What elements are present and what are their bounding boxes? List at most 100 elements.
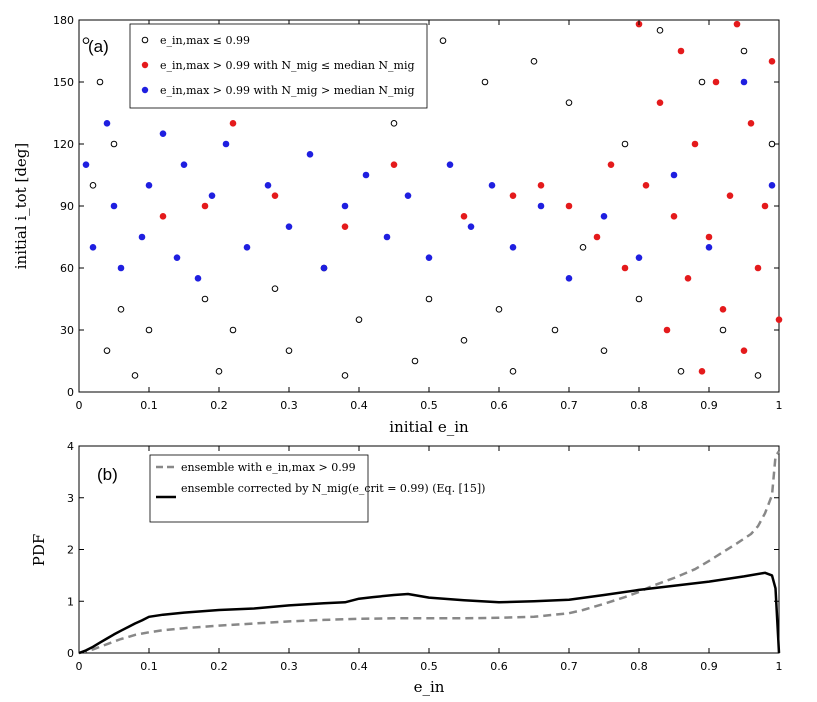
panel-b-ytick-label: 3 <box>67 492 74 505</box>
scatter-point <box>481 78 489 86</box>
scatter-point <box>110 202 118 210</box>
scatter-point <box>110 140 118 148</box>
panel-a-ytick-label: 150 <box>53 76 74 89</box>
legend-a-marker-blue <box>141 86 149 94</box>
panel-a-legend: e_in,max ≤ 0.99 e_in,max > 0.99 with N_m… <box>129 23 428 109</box>
legend-b-box <box>149 454 369 523</box>
scatter-point <box>215 368 223 375</box>
scatter-point <box>194 275 202 282</box>
legend-a-box <box>129 23 428 109</box>
scatter-point <box>145 182 153 189</box>
panel-b-xtick-label: 0.3 <box>280 660 298 673</box>
scatter-point <box>705 233 713 241</box>
scatter-point <box>656 99 664 106</box>
panel-a-xtick-label: 0.5 <box>420 399 438 412</box>
scatter-point <box>173 254 181 261</box>
scatter-point <box>719 306 727 313</box>
scatter-point <box>663 326 671 334</box>
panel-b-ylabel: PDF <box>30 534 48 567</box>
scatter-point <box>446 161 454 168</box>
scatter-point <box>642 182 650 189</box>
scatter-point <box>509 192 517 199</box>
panel-a-xtick-label: 0.2 <box>210 399 228 412</box>
scatter-point <box>271 285 279 292</box>
scatter-point <box>509 368 517 375</box>
scatter-point <box>719 326 727 334</box>
panel-b-xtick-label: 0.4 <box>350 660 368 673</box>
scatter-point <box>600 347 608 354</box>
scatter-point <box>488 182 496 189</box>
scatter-point <box>201 295 209 303</box>
scatter-point <box>180 161 188 168</box>
panel-b-xlabel: e_in <box>414 678 445 696</box>
panel-b-xtick-label: 0.7 <box>560 660 578 673</box>
scatter-point <box>754 372 762 379</box>
panel-a-xtick-label: 0.3 <box>280 399 298 412</box>
panel-b-xtick-label: 0.1 <box>140 660 158 673</box>
scatter-point <box>425 254 433 261</box>
scatter-point <box>138 233 146 241</box>
legend-b-label-1: ensemble with e_in,max > 0.99 <box>181 461 356 474</box>
panel-a-ticks: 0 0.1 0.2 0.3 0.4 0.5 0.6 0.7 0.8 0.9 1 0 30 60 90 120 1… <box>53 14 783 412</box>
panel-b-ytick-label: 0 <box>67 647 74 660</box>
scatter-point <box>82 161 90 168</box>
scatter-point <box>383 233 391 241</box>
scatter-point <box>439 37 447 44</box>
scatter-point <box>103 120 111 127</box>
panel-a-ytick-label: 30 <box>60 324 74 337</box>
panel-b-xtick-label: 0.9 <box>700 660 718 673</box>
scatter-point <box>145 326 153 334</box>
panel-a-ytick-label: 90 <box>60 200 74 213</box>
scatter-point <box>355 316 363 323</box>
panel-b-xtick-label: 0.2 <box>210 660 228 673</box>
scatter-point <box>691 140 699 148</box>
legend-a-label-3: e_in,max > 0.99 with N_mig > median N_mi… <box>160 84 415 97</box>
scatter-point <box>96 78 104 86</box>
scatter-point <box>656 27 664 34</box>
scatter-point <box>341 223 349 230</box>
panel-b-ytick-label: 2 <box>67 544 74 557</box>
scatter-point <box>82 37 90 44</box>
scatter-point <box>243 244 251 251</box>
scatter-point <box>698 78 706 86</box>
scatter-point <box>740 347 748 354</box>
scatter-point <box>229 326 237 334</box>
scatter-point <box>705 244 713 251</box>
scatter-point <box>593 233 601 241</box>
scatter-point <box>754 264 762 272</box>
scatter-point <box>404 192 412 199</box>
scatter-point <box>460 337 468 344</box>
scatter-point <box>698 368 706 375</box>
scatter-point <box>362 171 370 179</box>
scatter-point <box>306 151 314 158</box>
panel-a-ytick-label: 180 <box>53 14 74 27</box>
scatter-point <box>684 275 692 282</box>
scatter-point <box>607 161 615 168</box>
panel-b-line: 0 0.1 0.2 0.3 0.4 0.5 0.6 0.7 0.8 0.9 1 0 1 2 3 4 (b) e… <box>30 440 783 696</box>
scatter-point <box>208 192 216 199</box>
scatter-point <box>411 357 419 365</box>
scatter-point <box>677 47 685 55</box>
legend-a-marker-open <box>141 36 149 44</box>
scatter-point <box>117 264 125 272</box>
scatter-point <box>159 213 167 220</box>
scatter-point <box>768 182 776 189</box>
scatter-point <box>222 140 230 148</box>
scatter-point <box>677 368 685 375</box>
legend-a-label-1: e_in,max ≤ 0.99 <box>160 34 250 47</box>
scatter-point <box>621 264 629 272</box>
scatter-point <box>320 264 328 272</box>
scatter-point <box>460 213 468 220</box>
scatter-point <box>635 254 643 261</box>
panel-a-xtick-label: 0.9 <box>700 399 718 412</box>
panel-a-xtick-label: 0.6 <box>490 399 508 412</box>
panel-a-xtick-label: 0.8 <box>630 399 648 412</box>
scatter-point <box>775 316 783 323</box>
panel-a-xtick-label: 1 <box>776 399 783 412</box>
scatter-point <box>761 202 769 210</box>
scatter-point <box>726 192 734 199</box>
legend-b-label-2: ensemble corrected by N_mig(e_crit = 0.9… <box>181 482 485 495</box>
scatter-point <box>390 120 398 127</box>
panel-b-ticks: 0 0.1 0.2 0.3 0.4 0.5 0.6 0.7 0.8 0.9 1 0 1 2 3 4 <box>67 440 783 673</box>
